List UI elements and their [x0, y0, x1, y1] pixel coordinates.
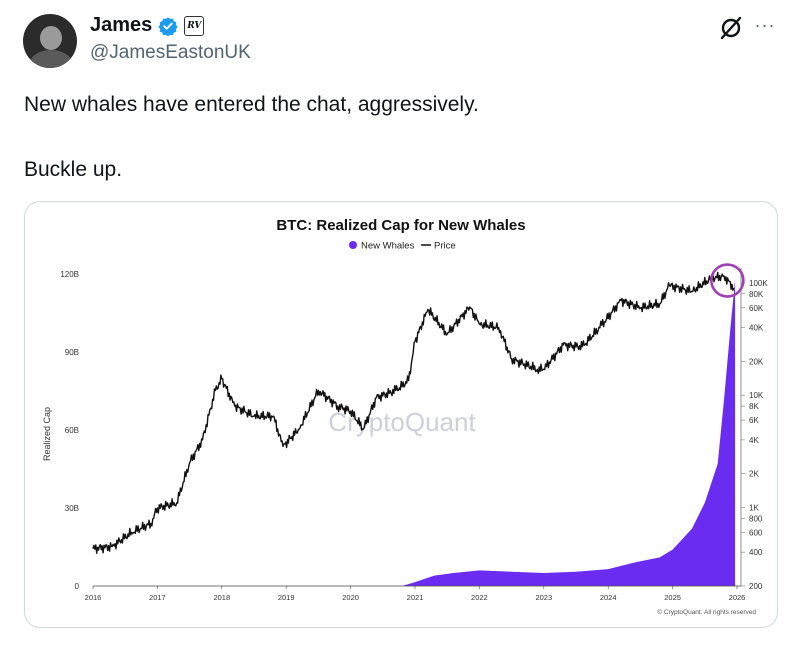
x-tick-label: 2020 — [342, 593, 359, 602]
y-right-tick-label: 6K — [749, 416, 759, 425]
avatar-shoulders — [29, 50, 73, 68]
x-tick-label: 2022 — [471, 593, 488, 602]
y-right-tick-label: 200 — [749, 582, 763, 591]
legend-new-whales-label: New Whales — [361, 241, 415, 252]
legend-price-label: Price — [434, 241, 456, 252]
y-axis-label: Realized Cap — [42, 407, 52, 461]
highlight-circle — [710, 263, 745, 298]
author-avatar[interactable] — [23, 14, 77, 68]
y-right-tick-label: 4K — [749, 436, 759, 445]
y-right-tick-label: 400 — [749, 548, 763, 557]
x-tick-label: 2024 — [600, 593, 617, 602]
y-right-tick-label: 1K — [749, 504, 759, 513]
x-tick-label: 2016 — [85, 593, 102, 602]
y-right-tick-label: 8K — [749, 402, 759, 411]
x-tick-label: 2021 — [407, 593, 424, 602]
x-tick-label: 2026 — [729, 593, 746, 602]
affiliate-badge[interactable]: RV — [184, 15, 205, 36]
verified-badge-icon — [158, 16, 178, 36]
y-right-tick-label: 800 — [749, 514, 763, 523]
y-right-tick-label: 40K — [749, 324, 764, 333]
y-right-tick-label: 80K — [749, 290, 764, 299]
author-handle[interactable]: @JamesEastonUK — [90, 42, 251, 63]
grok-icon[interactable] — [718, 15, 744, 41]
y-left-tick-label: 30B — [65, 504, 79, 513]
tweet-text-line-2: Buckle up. — [24, 158, 123, 181]
x-tick-label: 2023 — [535, 593, 552, 602]
y-right-tick-label: 20K — [749, 357, 764, 366]
y-right-tick-label: 60K — [749, 304, 764, 313]
y-left-tick-label: 120B — [60, 270, 79, 279]
x-tick-label: 2025 — [664, 593, 681, 602]
chart-svg: BTC: Realized Cap for New Whales New Wha… — [42, 217, 768, 616]
y-right-tick-label: 2K — [749, 470, 759, 479]
more-options-button[interactable]: ··· — [754, 15, 776, 35]
price-line — [92, 271, 735, 554]
y-left-tick-label: 60B — [65, 426, 79, 435]
chart-copyright: © CryptoQuant. All rights reserved — [657, 608, 756, 616]
chart-title: BTC: Realized Cap for New Whales — [276, 217, 525, 234]
tweet-media-chart[interactable]: BTC: Realized Cap for New Whales New Wha… — [24, 201, 778, 628]
y-left-tick-label: 90B — [65, 348, 79, 357]
x-tick-label: 2018 — [213, 593, 230, 602]
new-whales-area — [93, 279, 736, 586]
y-right-tick-label: 10K — [749, 391, 764, 400]
avatar-head — [40, 26, 62, 50]
y-right-tick-label: 600 — [749, 528, 763, 537]
y-right-tick-label: 100K — [749, 279, 768, 288]
y-left-tick-label: 0 — [75, 582, 80, 591]
author-display-name[interactable]: James — [90, 14, 153, 36]
x-tick-label: 2017 — [149, 593, 166, 602]
x-tick-label: 2019 — [278, 593, 295, 602]
author-name-row: James RV — [90, 14, 205, 37]
tweet-text-line-1: New whales have entered the chat, aggres… — [24, 93, 479, 116]
legend-new-whales-swatch — [349, 241, 357, 249]
chart-legend: New Whales Price — [349, 241, 456, 252]
